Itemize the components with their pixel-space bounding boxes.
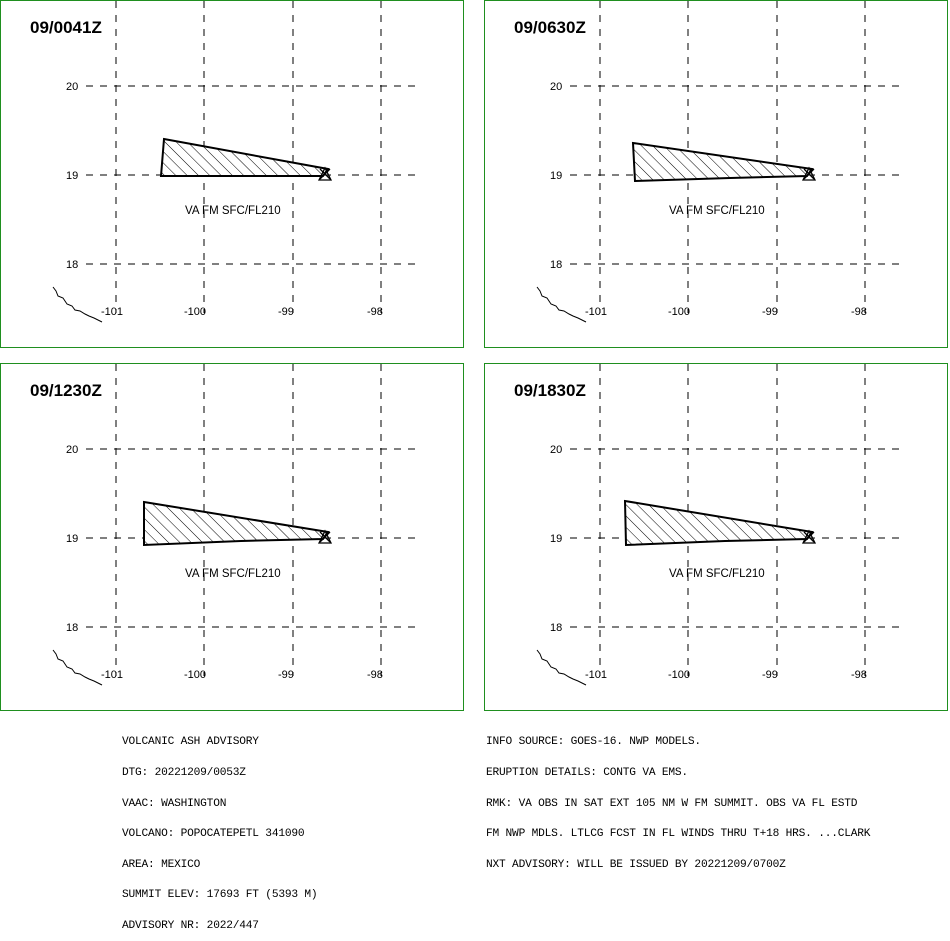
volcano-triangle-icon (317, 529, 333, 544)
lon-label: -98 (851, 669, 867, 681)
lat-label: 20 (550, 81, 562, 93)
panel-time: 09/0630Z (514, 18, 586, 37)
ash-cloud-polygon (631, 141, 814, 183)
advisory-line: ADVISORY NR: 2022/447 (122, 919, 259, 932)
map-svg: 20 19 18 -101 -100 -99 -98 VA FM SFC/FL2… (52, 364, 416, 686)
map-panel-1: 20 19 18 -101 -100 -99 -98 VA FM SFC/FL2… (0, 0, 464, 348)
ash-label: VA FM SFC/FL210 (185, 568, 281, 580)
coastline (52, 286, 103, 323)
lon-label: -99 (278, 306, 294, 318)
lon-label: -100 (668, 306, 690, 318)
map-panel-3: 20 19 18 -101 -100 -99 -98 VA FM SFC/FL2… (0, 363, 464, 711)
lon-label: -101 (585, 669, 607, 681)
lat-label: 20 (66, 444, 78, 456)
lat-label: 18 (66, 259, 78, 271)
volcano-triangle-icon (801, 166, 817, 181)
ash-label: VA FM SFC/FL210 (669, 205, 765, 217)
advisory-line: VOLCANO: POPOCATEPETL 341090 (122, 828, 305, 841)
lat-label: 19 (66, 170, 78, 182)
panel-time: 09/0041Z (30, 18, 102, 37)
ash-label: VA FM SFC/FL210 (669, 568, 765, 580)
lon-label: -98 (851, 306, 867, 318)
lon-label: -100 (668, 669, 690, 681)
panel-time: 09/1230Z (30, 381, 102, 400)
map-svg: 20 19 18 -101 -100 -99 -98 VA FM SFC/FL2… (536, 1, 900, 323)
advisory-line: ERUPTION DETAILS: CONTG VA EMS. (486, 767, 688, 779)
map-panel-2: 20 19 18 -101 -100 -99 -98 VA FM SFC/FL2… (484, 0, 948, 348)
advisory-line: FM NWP MDLS. LTLCG FCST IN FL WINDS THRU… (486, 828, 871, 841)
lon-label: -99 (278, 669, 294, 681)
lon-label: -101 (585, 306, 607, 318)
panel-time: 09/1830Z (514, 381, 586, 400)
coastline (536, 286, 587, 323)
advisory-right: INFO SOURCE: GOES-16. NWP MODELS. ERUPTI… (486, 717, 871, 880)
lat-label: 19 (550, 170, 562, 182)
advisory-line: INFO SOURCE: GOES-16. NWP MODELS. (486, 736, 701, 749)
map-svg: 20 19 18 -101 -100 -99 -98 VA FM SFC/FL2… (536, 364, 900, 686)
lon-label: -98 (367, 669, 383, 681)
advisory-left: VOLCANIC ASH ADVISORY DTG: 20221209/0053… (122, 717, 318, 941)
lat-label: 18 (550, 622, 562, 634)
map-svg: 20 19 18 -101 -100 -99 -98 VA FM SFC/FL2… (52, 1, 416, 323)
lat-label: 20 (66, 81, 78, 93)
map-panel-4: 20 19 18 -101 -100 -99 -98 VA FM SFC/FL2… (484, 363, 948, 711)
advisory-line: VAAC: WASHINGTON (122, 797, 227, 810)
lon-label: -99 (762, 669, 778, 681)
coastline (536, 649, 587, 686)
ash-cloud-polygon (623, 499, 814, 547)
advisory-line: NXT ADVISORY: WILL BE ISSUED BY 20221209… (486, 858, 786, 871)
lat-label: 18 (550, 259, 562, 271)
lon-label: -101 (101, 669, 123, 681)
coastline (52, 649, 103, 686)
advisory-line: VOLCANIC ASH ADVISORY (122, 736, 259, 749)
lat-label: 20 (550, 444, 562, 456)
lat-label: 18 (66, 622, 78, 634)
ash-cloud-polygon (143, 500, 330, 547)
lon-label: -98 (367, 306, 383, 318)
advisory-line: RMK: VA OBS IN SAT EXT 105 NM W FM SUMMI… (486, 797, 858, 810)
ash-label: VA FM SFC/FL210 (185, 205, 281, 217)
lat-label: 19 (66, 533, 78, 545)
lon-label: -100 (184, 306, 206, 318)
advisory-line: DTG: 20221209/0053Z (122, 767, 246, 779)
volcano-triangle-icon (317, 166, 333, 181)
lon-label: -99 (762, 306, 778, 318)
lat-label: 19 (550, 533, 562, 545)
lon-label: -101 (101, 306, 123, 318)
volcano-triangle-icon (801, 529, 817, 544)
ash-cloud-polygon (159, 137, 330, 177)
lon-label: -100 (184, 669, 206, 681)
advisory-line: SUMMIT ELEV: 17693 FT (5393 M) (122, 889, 318, 902)
advisory-line: AREA: MEXICO (122, 858, 201, 871)
